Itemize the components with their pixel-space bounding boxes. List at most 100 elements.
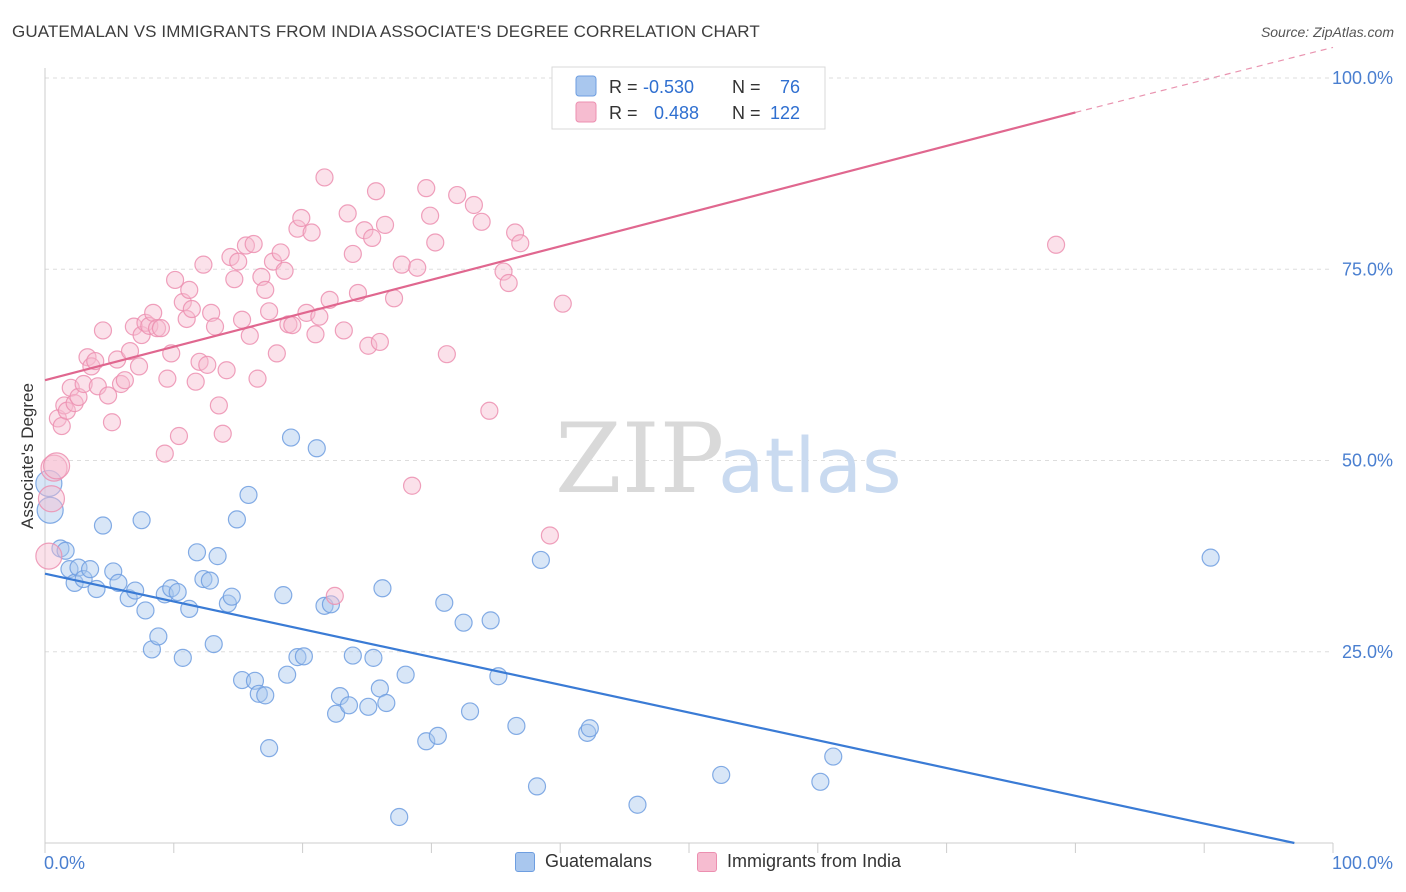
india-point bbox=[464, 195, 484, 215]
india-point bbox=[392, 255, 411, 274]
india-point bbox=[248, 369, 267, 388]
guatemalan-point bbox=[811, 772, 830, 791]
legend-r-label-2: R = bbox=[609, 103, 638, 123]
guatemalan-point bbox=[200, 571, 219, 590]
guatemalan-point bbox=[93, 516, 113, 535]
india-point bbox=[384, 289, 404, 308]
grid-layer bbox=[45, 77, 1333, 653]
india-point bbox=[283, 315, 302, 335]
india-point bbox=[355, 221, 374, 240]
india-point bbox=[88, 377, 107, 396]
legend-swatch-pink bbox=[575, 101, 597, 123]
india-point bbox=[236, 236, 256, 255]
india-point bbox=[271, 243, 290, 262]
guatemalan-point bbox=[294, 647, 313, 666]
india-point bbox=[37, 485, 66, 513]
india-point bbox=[42, 452, 71, 480]
india-point bbox=[417, 179, 436, 198]
guatemalan-point bbox=[321, 595, 341, 614]
guatemalan-point bbox=[628, 795, 647, 814]
india-point bbox=[115, 371, 134, 390]
india-point bbox=[158, 369, 177, 388]
legend-label-india: Immigrants from India bbox=[727, 851, 902, 871]
guatemalan-point bbox=[187, 543, 207, 562]
legend-n-value-1: 76 bbox=[780, 77, 800, 97]
guatemalan-point bbox=[460, 702, 480, 721]
guatemalan-point bbox=[136, 601, 155, 620]
guatemalan-point bbox=[109, 573, 128, 593]
india-point bbox=[256, 280, 275, 300]
guatemalan-point bbox=[104, 562, 123, 581]
india-point bbox=[209, 396, 228, 415]
india-point bbox=[198, 355, 217, 374]
watermark: ZIP atlas bbox=[555, 403, 902, 515]
trend-line-india bbox=[44, 111, 1076, 382]
legend-r-value-1: -0.530 bbox=[643, 77, 694, 97]
legend-item-guatemalans[interactable]: Guatemalans bbox=[515, 851, 652, 872]
guatemalan-point bbox=[307, 439, 326, 458]
india-point bbox=[165, 270, 185, 290]
legend-item-india[interactable]: Immigrants from India bbox=[697, 851, 901, 872]
guatemalan-point bbox=[364, 648, 383, 667]
india-point bbox=[169, 426, 189, 446]
y-tick-labels: 25.0% 50.0% 75.0% 100.0% bbox=[1332, 68, 1393, 662]
india-point bbox=[93, 321, 113, 340]
india-point bbox=[334, 321, 353, 340]
guatemalan-point bbox=[288, 648, 307, 667]
guatemalan-point bbox=[481, 611, 500, 630]
india-point bbox=[480, 401, 499, 420]
guatemalan-point bbox=[249, 684, 268, 703]
guatemalan-point bbox=[507, 716, 526, 736]
india-point bbox=[375, 215, 395, 234]
guatemalan-point bbox=[373, 579, 392, 598]
legend-r-value-2: 0.488 bbox=[654, 103, 699, 123]
india-point bbox=[343, 244, 362, 264]
india-point bbox=[120, 342, 140, 361]
legend-n-label-2: N = bbox=[732, 103, 761, 123]
india-point bbox=[338, 204, 357, 223]
india-point bbox=[511, 234, 530, 253]
guatemalan-point bbox=[204, 634, 223, 654]
guatemalan-point bbox=[712, 765, 731, 785]
guatemalan-point bbox=[377, 693, 396, 713]
trend-line-extension-india bbox=[1075, 46, 1334, 114]
india-point bbox=[408, 258, 427, 277]
guatemalan-point bbox=[256, 686, 275, 705]
guatemalan-point bbox=[396, 665, 415, 684]
india-point bbox=[402, 476, 422, 495]
india-point bbox=[540, 526, 559, 545]
guatemalan-point bbox=[359, 697, 378, 716]
trend-line-guatemalans bbox=[44, 572, 1295, 845]
india-point bbox=[52, 416, 71, 436]
india-point bbox=[499, 273, 518, 293]
india-point bbox=[213, 424, 232, 443]
india-point bbox=[363, 228, 382, 247]
india-point bbox=[177, 309, 196, 329]
india-point bbox=[99, 386, 118, 405]
chart-title: GUATEMALAN VS IMMIGRANTS FROM INDIA ASSO… bbox=[12, 22, 760, 41]
india-point bbox=[129, 357, 149, 376]
guatemalan-point bbox=[428, 726, 447, 746]
guatemalan-point bbox=[274, 586, 293, 605]
guatemalan-point bbox=[527, 777, 547, 796]
guatemalan-point bbox=[1201, 548, 1220, 567]
trend-layer bbox=[44, 46, 1334, 845]
guatemalan-point bbox=[343, 646, 362, 665]
india-point bbox=[437, 345, 456, 364]
india-point bbox=[267, 344, 286, 363]
watermark-zip: ZIP bbox=[555, 403, 724, 515]
india-point bbox=[186, 372, 205, 391]
india-point bbox=[366, 182, 386, 201]
india-point bbox=[57, 401, 76, 420]
y-tick-label: 75.0% bbox=[1342, 259, 1393, 279]
guatemalan-point bbox=[281, 428, 301, 447]
guatemalan-point bbox=[339, 696, 359, 715]
x-tick-label: 0.0% bbox=[44, 853, 85, 873]
y-tick-label: 50.0% bbox=[1342, 451, 1393, 471]
india-point bbox=[155, 444, 174, 463]
guatemalan-point bbox=[80, 560, 100, 579]
legend-n-label-1: N = bbox=[732, 77, 761, 97]
india-point bbox=[506, 223, 525, 242]
india-point bbox=[370, 332, 389, 352]
india-point bbox=[102, 413, 122, 432]
